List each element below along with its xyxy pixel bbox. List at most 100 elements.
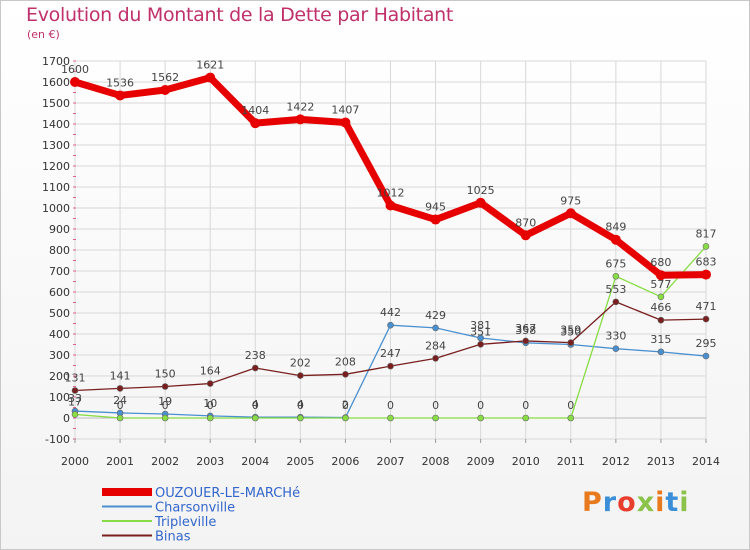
data-point [387, 321, 394, 329]
y-tick-label: 400 [49, 328, 70, 341]
data-point [71, 411, 79, 418]
data-point [432, 355, 439, 362]
data-point [250, 118, 261, 129]
data-label: 0 [567, 399, 574, 412]
data-point [387, 414, 394, 422]
data-label: 0 [252, 399, 259, 412]
x-tick-label: 2011 [557, 455, 585, 468]
data-point [430, 214, 441, 225]
data-label: 683 [696, 256, 717, 269]
y-tick-label: 0 [63, 412, 70, 425]
data-label: 4 [252, 398, 259, 411]
data-label: 1536 [106, 76, 134, 89]
data-point [701, 269, 711, 280]
legend: OUZOUER-LE-MARCHéCharsonvilleTripleville… [102, 486, 300, 545]
data-label: 295 [696, 337, 717, 350]
data-label: 358 [515, 324, 536, 337]
data-point [657, 293, 665, 301]
data-point [610, 234, 621, 245]
data-point [477, 414, 484, 422]
data-label: 0 [432, 399, 439, 412]
data-point [116, 385, 124, 392]
data-label: 849 [605, 221, 626, 234]
data-point [567, 339, 575, 346]
data-label: 164 [200, 365, 221, 378]
y-tick-label: 1400 [42, 118, 70, 131]
proxiti-logo: Proxiti [582, 487, 690, 518]
x-tick-label: 2005 [286, 455, 314, 468]
data-point [612, 272, 620, 280]
data-point [70, 77, 80, 87]
data-point [161, 414, 169, 422]
data-label: 1404 [241, 104, 269, 117]
logo-letter: x [636, 487, 656, 518]
data-label: 429 [425, 309, 446, 322]
data-label: 0 [117, 399, 124, 412]
data-label: 1025 [467, 184, 495, 197]
logo-letter: r [602, 487, 618, 518]
data-label: 0 [342, 399, 349, 412]
data-label: 359 [560, 324, 581, 337]
y-tick-label: 1200 [42, 160, 70, 173]
data-label: 945 [425, 201, 446, 214]
data-label: 150 [155, 368, 176, 381]
data-label: 680 [650, 256, 671, 269]
data-label: 0 [162, 399, 169, 412]
legend-label: OUZOUER-LE-MARCHé [155, 486, 300, 501]
data-point [115, 90, 126, 101]
data-label: 553 [605, 283, 626, 296]
y-tick-label: 1300 [42, 139, 70, 152]
y-tick-label: 1600 [42, 76, 70, 89]
data-label: 471 [696, 300, 717, 313]
x-tick-label: 2003 [196, 455, 224, 468]
data-point [340, 117, 351, 128]
data-label: 33 [68, 392, 82, 405]
data-point [565, 208, 576, 219]
y-tick-label: 500 [49, 307, 70, 320]
data-label: 381 [470, 319, 491, 332]
data-point [71, 387, 79, 394]
data-point [251, 414, 259, 422]
data-label: 0 [522, 399, 529, 412]
data-point [161, 383, 169, 390]
y-tick-label: 800 [49, 244, 70, 257]
data-point [160, 84, 171, 95]
data-label: 208 [335, 355, 356, 368]
data-label: 817 [696, 227, 717, 240]
data-point [702, 243, 710, 250]
y-tick-label: 900 [49, 223, 70, 236]
data-label: 202 [290, 357, 311, 370]
logo-letter: i [679, 487, 690, 518]
data-label: 466 [650, 301, 671, 314]
legend-label: Charsonville [155, 501, 235, 516]
x-tick-label: 2004 [241, 455, 269, 468]
x-tick-label: 2001 [106, 455, 134, 468]
data-label: 975 [560, 194, 581, 207]
y-tick-label: 1100 [42, 181, 70, 194]
y-tick-label: 200 [49, 370, 70, 383]
x-tick-label: 2006 [331, 455, 359, 468]
data-point [206, 414, 214, 422]
y-tick-label: -100 [45, 433, 70, 446]
data-label: 247 [380, 347, 401, 360]
x-tick-label: 2002 [151, 455, 179, 468]
logo-letter: i [655, 487, 666, 518]
data-point [520, 230, 531, 241]
y-tick-label: 1500 [42, 97, 70, 110]
data-label: 238 [245, 349, 266, 362]
data-label: 24 [113, 394, 127, 407]
data-labels: 1600 1536 1562 1621 1404 1422 1407 1012 945 1025 8… [61, 59, 717, 412]
data-label: 315 [650, 333, 671, 346]
x-tick-label: 2007 [377, 455, 405, 468]
data-label: 350 [560, 326, 581, 339]
data-label: 367 [515, 322, 536, 335]
data-point [657, 348, 665, 356]
data-point [477, 340, 484, 348]
y-tick-label: 1000 [42, 202, 70, 215]
x-tick-label: 2014 [692, 455, 720, 468]
data-point [475, 197, 486, 208]
data-label: 10 [203, 397, 217, 410]
data-label: 284 [425, 339, 446, 352]
y-tick-label: 1700 [42, 55, 70, 68]
